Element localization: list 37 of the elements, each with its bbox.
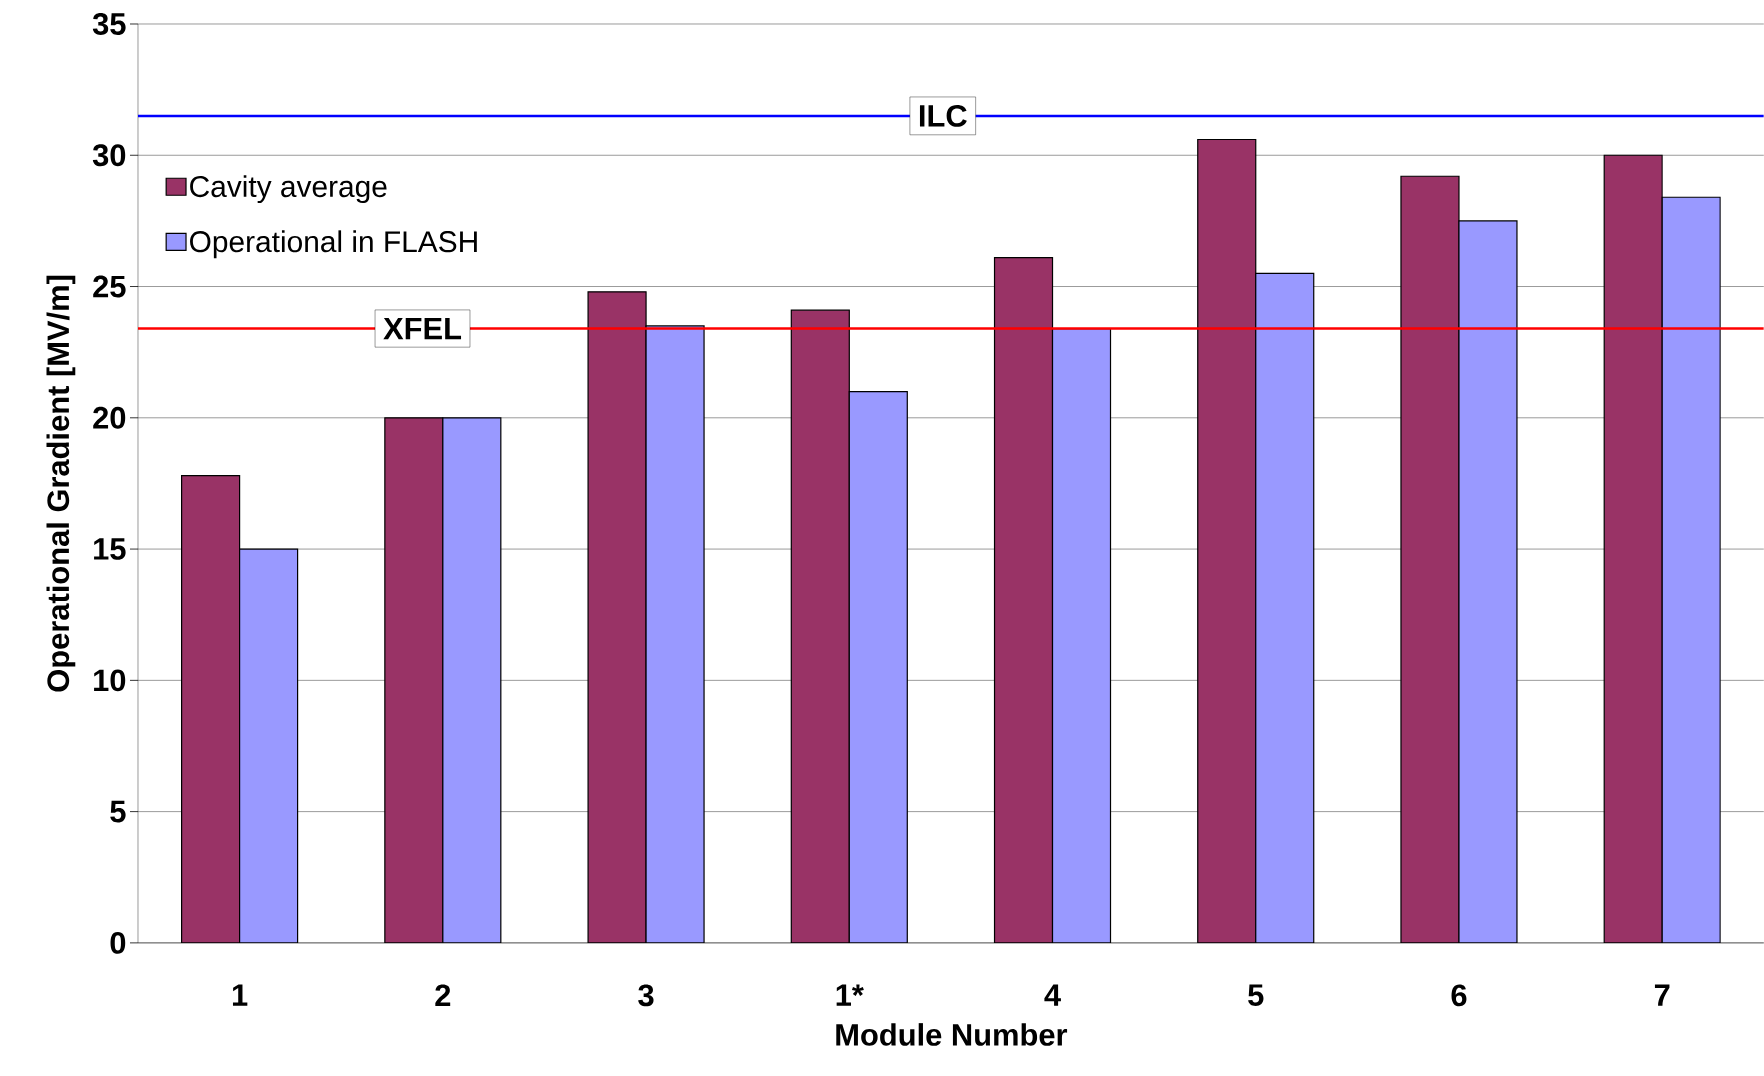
bar <box>587 291 647 943</box>
y-tick-label: 15 <box>94 538 126 560</box>
x-tick-label: 3 <box>638 984 654 1007</box>
x-tick-label: 4 <box>1044 984 1061 1006</box>
x-tick-label: 1* <box>836 984 864 1006</box>
x-tick-label: 5 <box>1248 984 1264 1007</box>
y-tick-label: 5 <box>110 800 126 823</box>
bar <box>1197 138 1257 943</box>
bar <box>1051 328 1112 943</box>
bar <box>181 475 241 943</box>
y-axis-title: Operational Gradient [MV/m] <box>46 275 76 692</box>
bar <box>848 391 908 943</box>
bar <box>1255 272 1315 943</box>
legend-label: Operational in FLASH <box>190 230 477 259</box>
x-tick-label: 7 <box>1654 984 1670 1006</box>
bar <box>1661 196 1721 943</box>
x-tick-label: 2 <box>435 984 451 1007</box>
bar <box>993 257 1054 943</box>
x-tick-label: 6 <box>1451 984 1467 1007</box>
bar <box>1603 154 1663 943</box>
bar <box>239 548 299 943</box>
y-tick-label: 20 <box>93 406 126 429</box>
x-axis-title: Module Number <box>836 1023 1068 1046</box>
bar <box>1458 220 1518 943</box>
y-tick-label: 25 <box>93 275 126 298</box>
bar <box>790 309 850 943</box>
bar <box>442 417 502 943</box>
y-tick-label: 35 <box>92 13 126 35</box>
bar <box>384 417 444 943</box>
y-tick-label: 0 <box>110 932 126 954</box>
ref-line-label: ILC <box>919 105 967 127</box>
y-tick-label: 10 <box>94 669 126 692</box>
ref-line-label: XFEL <box>383 317 462 340</box>
y-tick-label: 30 <box>92 144 126 167</box>
bar <box>1400 175 1460 943</box>
legend-label: Cavity average <box>190 175 387 204</box>
x-tick-label: 1 <box>232 984 248 1006</box>
